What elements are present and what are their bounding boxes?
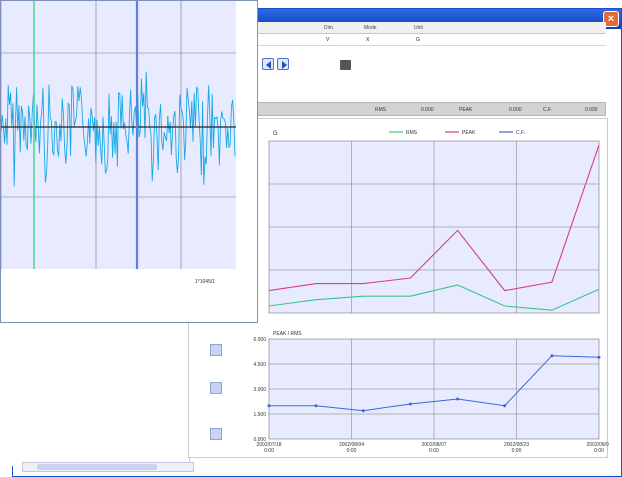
next-button[interactable]	[277, 58, 289, 70]
scroll-thumb[interactable]	[37, 464, 157, 470]
data-point	[597, 355, 601, 359]
next-arrow-icon	[282, 61, 287, 69]
data-point	[503, 404, 507, 408]
cell-dim: V	[326, 37, 330, 43]
rms-label: RMS	[375, 107, 387, 113]
grid-header: me Dim. Mode Unit	[244, 22, 606, 34]
data-point	[408, 402, 412, 406]
col-header-mode: Mode	[364, 25, 377, 31]
bottom-lines	[267, 354, 601, 413]
nav-toolbar	[244, 52, 364, 72]
col-header-unit: Unit	[414, 25, 423, 31]
peak-label: PEAK	[459, 107, 473, 113]
col-header-dim: Dim.	[324, 25, 335, 31]
stats-bar: RMS 0.000 PEAK 0.000 C.F. 0.000	[244, 102, 606, 116]
data-point	[361, 409, 365, 413]
prev-button[interactable]	[262, 58, 274, 70]
cf-value: 0.000	[585, 107, 598, 113]
bottom-grid	[269, 339, 599, 439]
data-point	[314, 404, 318, 408]
close-icon: ×	[607, 13, 615, 25]
series-line-peak-rms	[269, 355, 600, 412]
peak-rms-chart: PEAK / RMS 6.000 4.500 3.000 1.500 0.000 200…	[253, 331, 611, 454]
charts-svg: G RMS PEAK C.F. PEAK / RMS 6.000 4.500 3.000…	[253, 130, 611, 454]
top-chart-title: G	[273, 131, 278, 137]
data-point	[267, 404, 271, 408]
y-tick-label: 0.000	[253, 437, 266, 443]
series-line-peak	[268, 144, 600, 292]
left-panel	[0, 318, 190, 466]
legend-label: RMS	[406, 130, 418, 136]
data-point	[550, 354, 554, 358]
x-tick-label: 0:00	[512, 448, 522, 454]
zoom-mid-button[interactable]	[210, 382, 222, 394]
close-button[interactable]: ×	[603, 11, 619, 27]
waveform-label: 1*1045/1	[195, 279, 216, 285]
y-tick-label: 6.000	[253, 337, 266, 343]
x-tick-label: 0:00	[429, 448, 439, 454]
rms-value: 0.000	[421, 107, 434, 113]
bottom-yticks: 6.000 4.500 3.000 1.500 0.000	[253, 337, 266, 443]
cell-unit: G	[416, 37, 420, 43]
peak-value: 0.000	[509, 107, 522, 113]
prev-arrow-icon	[266, 61, 271, 69]
waveform-line	[0, 71, 236, 187]
bottom-xticks: 2002/07/180:002002/08/040:002002/08/070:…	[256, 442, 611, 454]
zoom-up-button[interactable]	[210, 344, 222, 356]
x-tick-label: 0:00	[347, 448, 357, 454]
x-tick-label: 2002/08/23	[504, 442, 529, 448]
y-tick-label: 3.000	[253, 387, 266, 393]
waveform-svg	[0, 1, 236, 269]
cell-mode: X	[366, 37, 370, 43]
zoom-down-button[interactable]	[210, 428, 222, 440]
chart-legend: RMS PEAK C.F.	[389, 130, 525, 136]
x-tick-label: 2002/09/01	[586, 442, 609, 448]
chart-frame: G RMS PEAK C.F. PEAK / RMS 6.000 4.500 3.000…	[188, 118, 612, 458]
top-grid	[269, 141, 599, 313]
g-chart: G RMS PEAK C.F.	[268, 130, 600, 314]
x-tick-label: 0:00	[264, 448, 274, 454]
bottom-chart-title: PEAK / RMS	[273, 331, 302, 337]
y-tick-label: 4.500	[253, 362, 266, 368]
waveform-plot	[0, 1, 236, 269]
y-tick-label: 1.500	[253, 412, 266, 418]
legend-label: C.F.	[516, 130, 525, 136]
cf-label: C.F.	[543, 107, 552, 113]
series-line-rms	[268, 284, 600, 311]
x-tick-label: 2002/08/07	[421, 442, 446, 448]
horizontal-scrollbar[interactable]	[22, 462, 194, 472]
waveform-window: 1*1045/1	[0, 0, 258, 323]
table-row[interactable]: V X G	[244, 34, 606, 46]
data-point	[456, 397, 460, 401]
x-tick-label: 2002/07/18	[256, 442, 281, 448]
legend-label: PEAK	[462, 130, 476, 136]
side-scroll-controls	[210, 344, 222, 444]
x-tick-label: 2002/08/04	[339, 442, 364, 448]
top-lines	[268, 144, 600, 311]
x-tick-label: 0:00	[594, 448, 604, 454]
printer-icon[interactable]	[340, 60, 351, 70]
